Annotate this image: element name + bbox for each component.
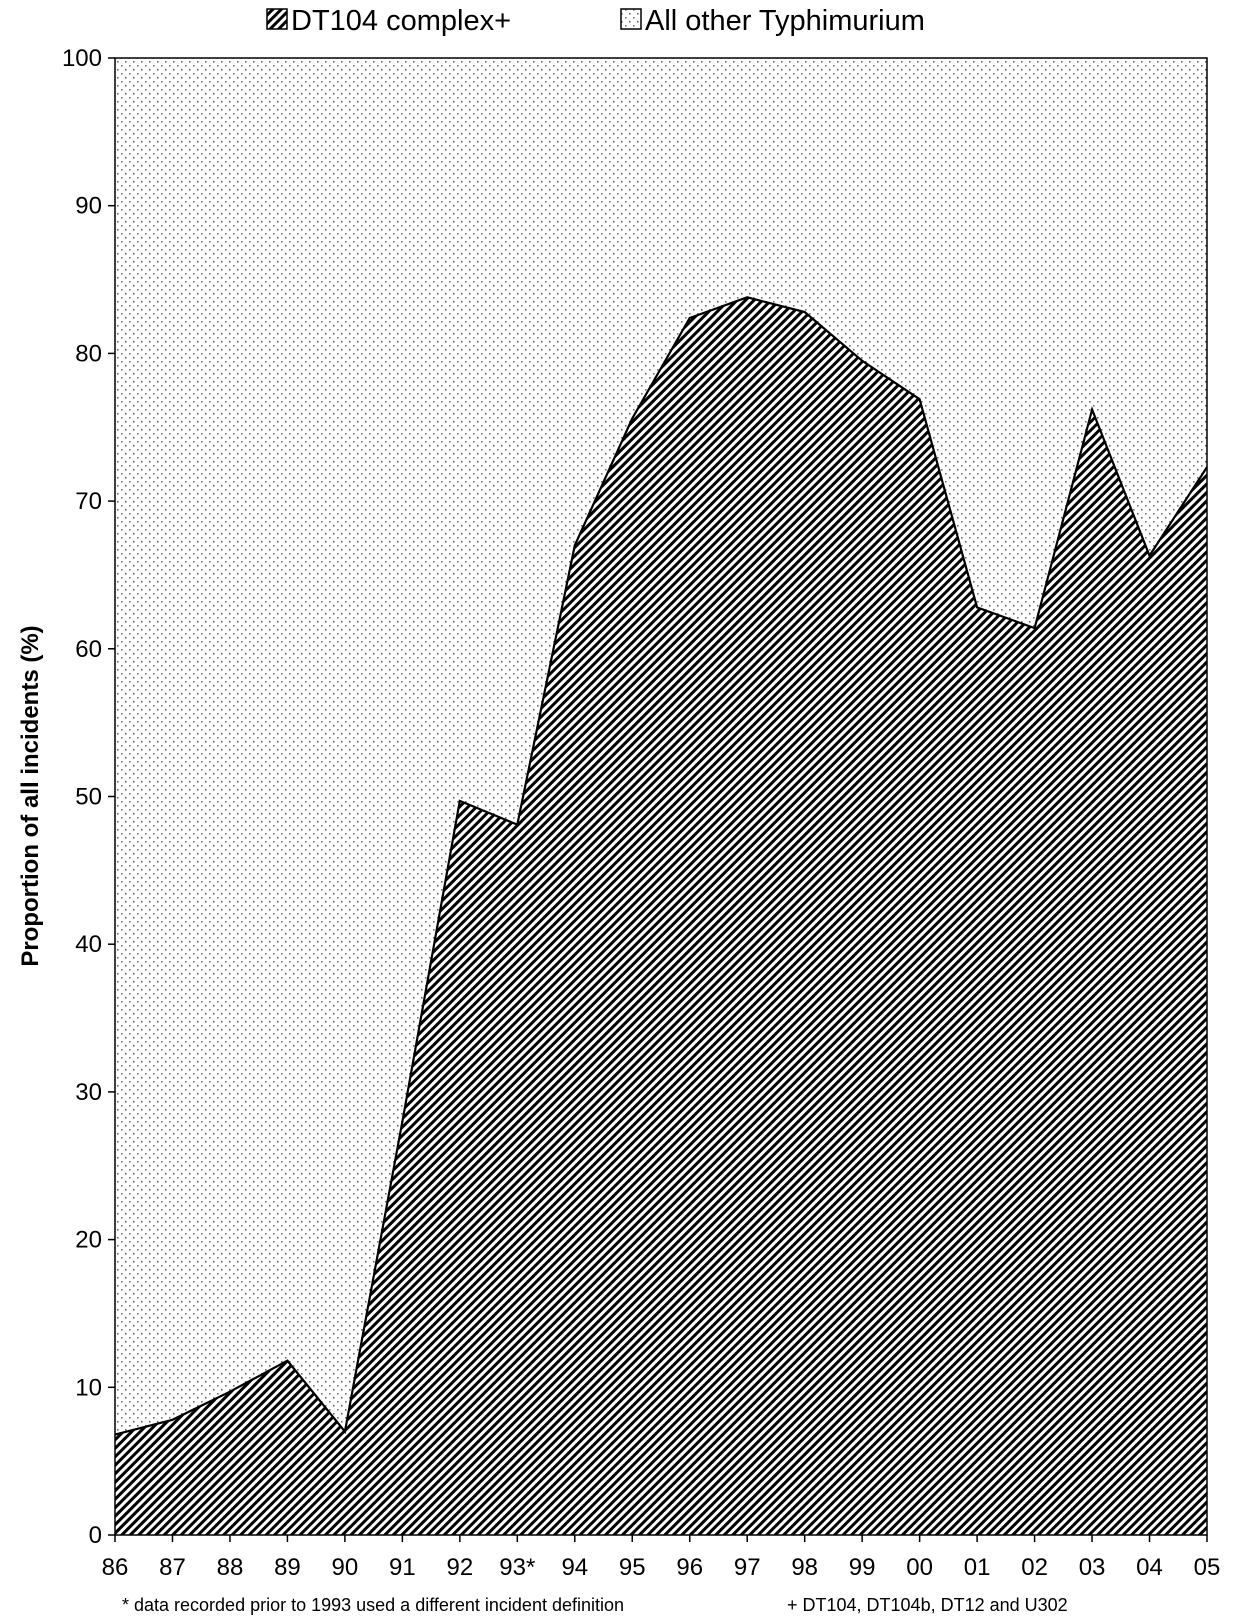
x-tick-label: 96 — [676, 1554, 703, 1581]
x-tick-label: 95 — [619, 1554, 646, 1581]
y-tick-label: 30 — [75, 1079, 102, 1106]
y-tick-label: 50 — [75, 784, 102, 811]
area-dt104-complex — [115, 297, 1207, 1535]
x-axis: 86 87 88 89 90 91 92 93* 94 95 96 97 98 99 00 01 02 03 04 0… — [102, 1535, 1221, 1581]
x-tick-label: 91 — [389, 1554, 416, 1581]
x-tick-label: 90 — [332, 1554, 359, 1581]
y-tick-label: 0 — [89, 1522, 102, 1549]
x-tick-label: 92 — [446, 1554, 473, 1581]
x-tick-label: 94 — [561, 1554, 588, 1581]
x-tick-label: 04 — [1136, 1554, 1163, 1581]
x-tick-label: 98 — [791, 1554, 818, 1581]
y-tick-label: 70 — [75, 488, 102, 515]
x-tick-label: 86 — [102, 1554, 129, 1581]
y-axis: 0 10 20 30 40 50 60 70 80 90 100 — [62, 45, 115, 1549]
legend-label-other: All other Typhimurium — [645, 5, 925, 37]
x-tick-label: 97 — [734, 1554, 761, 1581]
legend-swatch-dt104 — [266, 8, 288, 30]
y-tick-label: 40 — [75, 931, 102, 958]
x-tick-label: 05 — [1194, 1554, 1221, 1581]
x-tick-label: 88 — [217, 1554, 244, 1581]
x-tick-label: 87 — [159, 1554, 186, 1581]
x-tick-label: 01 — [964, 1554, 991, 1581]
y-tick-label: 20 — [75, 1227, 102, 1254]
y-tick-label: 90 — [75, 193, 102, 220]
y-axis-title: Proportion of all incidents (%) — [17, 625, 44, 966]
footnote-incident-definition: * data recorded prior to 1993 used a dif… — [122, 1595, 624, 1615]
x-tick-label: 03 — [1079, 1554, 1106, 1581]
legend-swatch-other — [620, 8, 642, 30]
x-tick-label: 99 — [849, 1554, 876, 1581]
y-tick-label: 100 — [62, 45, 102, 72]
plot-area — [114, 57, 1208, 1536]
y-tick-label: 10 — [75, 1374, 102, 1401]
x-tick-label: 93* — [499, 1554, 535, 1581]
legend: DT104 complex+ All other Typhimurium — [266, 5, 925, 37]
x-tick-label: 02 — [1021, 1554, 1048, 1581]
x-tick-label: 00 — [906, 1554, 933, 1581]
y-tick-label: 80 — [75, 340, 102, 367]
series-line-dt104-complex — [114, 296, 1208, 1436]
x-tick-label: 89 — [274, 1554, 301, 1581]
legend-label-dt104: DT104 complex+ — [291, 5, 511, 37]
y-tick-label: 60 — [75, 636, 102, 663]
footnote-dt104-complex-members: + DT104, DT104b, DT12 and U302 — [787, 1595, 1068, 1615]
